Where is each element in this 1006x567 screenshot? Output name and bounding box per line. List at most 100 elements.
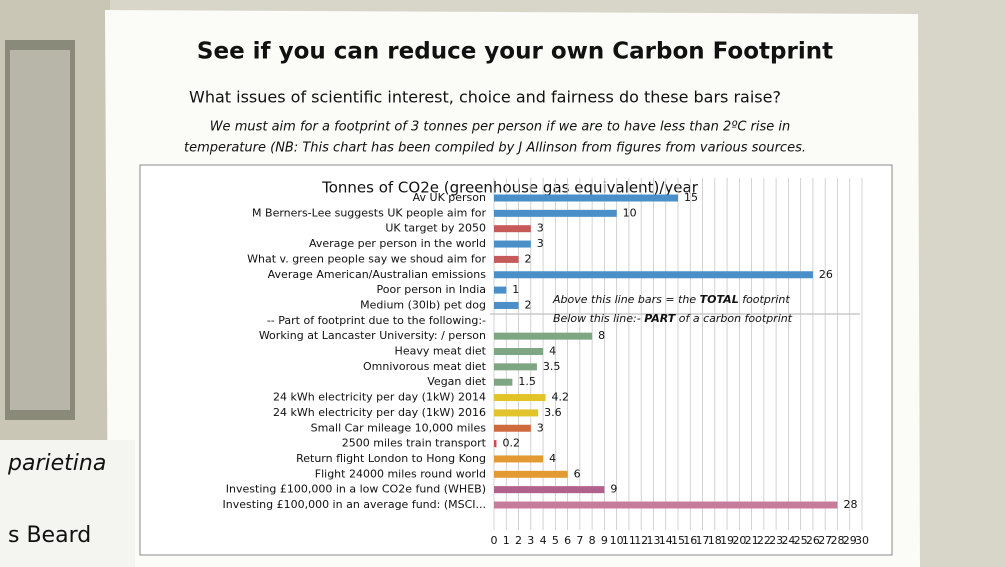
chart-title: Tonnes of CO2e (greenhouse gas equivalen…: [321, 179, 699, 197]
value-label: 6: [574, 467, 581, 480]
annotation-part: of a carbon footprint: [675, 312, 793, 325]
y-tick-label: Small Car mileage 10,000 miles: [311, 421, 487, 434]
x-tick-label: 8: [589, 534, 596, 547]
x-tick-label: 23: [769, 534, 783, 547]
plot: 0 1 2 3 4 5 6 7 8 9 101112131415161718192021222324…: [223, 178, 869, 547]
y-tick-label: -- Part of footprint due to the followin…: [267, 314, 486, 327]
bar: [494, 409, 539, 417]
y-tick-label: Flight 24000 miles round world: [315, 467, 486, 480]
x-tick-label: 20: [732, 534, 746, 547]
annotation: Below this line:- PART of a carbon footp…: [553, 312, 793, 325]
side-label: parietina: [7, 451, 106, 476]
x-tick-label: 10: [610, 534, 624, 547]
value-label: 3.6: [544, 406, 562, 419]
chart-frame: [139, 164, 893, 556]
x-tick-label: 25: [794, 534, 808, 547]
annotation-part: PART: [644, 312, 677, 325]
y-tick-label: Omnivorous meat diet: [363, 360, 487, 373]
bar: [494, 470, 568, 478]
bar: [494, 301, 519, 309]
y-tick-label: Investing £100,000 in a low CO2e fund (W…: [226, 483, 486, 496]
value-label: 3.5: [543, 360, 561, 373]
value-label: 0.2: [502, 437, 520, 450]
x-tick-label: 1: [503, 534, 510, 547]
y-tick-label: Heavy meat diet: [395, 345, 487, 358]
side-card: [0, 440, 135, 567]
y-tick-label: 24 kWh electricity per day (1kW) 2016: [273, 406, 486, 419]
y-tick-label: Poor person in India: [377, 283, 486, 296]
y-tick-label: 24 kWh electricity per day (1kW) 2014: [273, 391, 486, 404]
y-tick-label: Investing £100,000 in an average fund: (…: [223, 498, 486, 511]
annotation-part: Above this line bars = the: [552, 293, 700, 306]
bar: [494, 424, 531, 432]
bar: [494, 440, 497, 448]
x-tick-label: 15: [671, 534, 685, 547]
bar: [494, 240, 531, 248]
bar: [494, 225, 531, 233]
x-tick-label: 2: [515, 534, 522, 547]
value-label: 3: [537, 237, 544, 250]
x-tick-label: 28: [830, 534, 844, 547]
annotation: Above this line bars = the TOTAL footpri…: [552, 293, 790, 306]
value-label: 15: [684, 191, 698, 204]
value-label: 4: [549, 452, 556, 465]
x-tick-label: 30: [855, 534, 869, 547]
value-label: 4: [549, 345, 556, 358]
x-tick-label: 19: [720, 534, 734, 547]
y-tick-label: Average American/Australian emissions: [268, 268, 487, 281]
annotation-part: Below this line:-: [553, 312, 644, 325]
x-tick-label: 18: [708, 534, 722, 547]
bar: [494, 501, 838, 509]
x-tick-label: 9: [601, 534, 608, 547]
y-tick-label: UK target by 2050: [385, 222, 486, 235]
x-tick-label: 22: [757, 534, 771, 547]
bar: [494, 271, 813, 279]
x-tick-label: 17: [696, 534, 710, 547]
x-tick-label: 26: [806, 534, 820, 547]
x-tick-label: 21: [745, 534, 759, 547]
bar: [494, 363, 537, 371]
x-tick-label: 14: [659, 534, 673, 547]
poster-note: We must aim for a footprint of 3 tonnes …: [210, 120, 791, 135]
bar: [494, 378, 513, 386]
value-label: 3: [537, 421, 544, 434]
x-tick-label: 11: [622, 534, 636, 547]
x-tick-label: 0: [491, 534, 498, 547]
value-label: 1.5: [518, 375, 536, 388]
x-tick-label: 3: [527, 534, 534, 547]
y-tick-label: Medium (30lb) pet dog: [360, 298, 486, 311]
y-tick-label: Vegan diet: [427, 375, 486, 388]
y-tick-label: Av UK person: [413, 191, 486, 204]
value-label: 3: [537, 222, 544, 235]
poster-note: temperature (NB: This chart has been com…: [184, 141, 806, 156]
value-label: 10: [623, 206, 637, 219]
x-tick-label: 5: [552, 534, 559, 547]
bar: [494, 486, 605, 494]
x-tick-label: 16: [683, 534, 697, 547]
annotation-part: footprint: [739, 293, 791, 306]
x-tick-label: 29: [843, 534, 857, 547]
value-label: 2: [525, 252, 532, 265]
value-label: 1: [512, 283, 519, 296]
value-label: 4.2: [552, 391, 570, 404]
x-tick-label: 12: [634, 534, 648, 547]
bar: [494, 394, 546, 402]
y-tick-label: Working at Lancaster University: / perso…: [259, 329, 486, 342]
value-label: 9: [610, 483, 617, 496]
value-label: 26: [819, 268, 833, 281]
x-tick-label: 6: [564, 534, 571, 547]
bar: [494, 332, 593, 340]
poster-title: See if you can reduce your own Carbon Fo…: [197, 39, 833, 65]
bar: [494, 286, 507, 294]
bar: [494, 209, 617, 217]
bar: [494, 455, 544, 463]
side-label: s Beard: [8, 523, 91, 548]
annotation-part: TOTAL: [700, 293, 739, 306]
x-tick-label: 7: [576, 534, 583, 547]
bar: [494, 255, 519, 263]
y-tick-label: M Berners-Lee suggests UK people aim for: [252, 206, 486, 219]
value-label: 28: [843, 498, 857, 511]
side-poster-art: [10, 50, 70, 410]
